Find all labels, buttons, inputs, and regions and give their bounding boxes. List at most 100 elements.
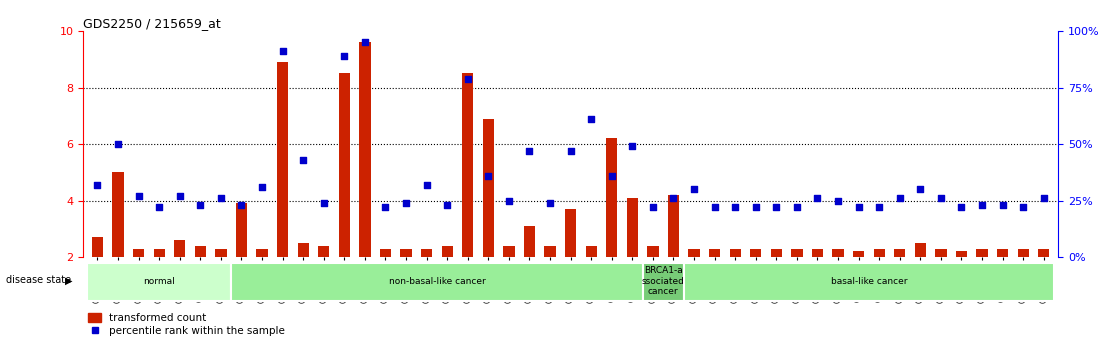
- Point: [212, 196, 229, 201]
- Point: [192, 202, 209, 208]
- Bar: [544, 246, 556, 257]
- Bar: [318, 246, 329, 257]
- Bar: [400, 248, 412, 257]
- Point: [891, 196, 909, 201]
- Bar: [585, 246, 597, 257]
- Point: [315, 200, 332, 206]
- Bar: [88, 263, 232, 302]
- Bar: [606, 138, 617, 257]
- Bar: [462, 73, 473, 257]
- Bar: [195, 246, 206, 257]
- Bar: [215, 248, 226, 257]
- Bar: [442, 246, 453, 257]
- Text: BRCA1-a
ssociated
cancer: BRCA1-a ssociated cancer: [642, 266, 685, 296]
- Point: [356, 40, 373, 45]
- Point: [809, 196, 827, 201]
- Text: basal-like cancer: basal-like cancer: [831, 277, 907, 286]
- Bar: [684, 263, 1054, 302]
- Point: [480, 173, 497, 178]
- Point: [644, 205, 661, 210]
- Point: [706, 205, 724, 210]
- Bar: [339, 73, 350, 257]
- Point: [912, 186, 930, 192]
- Point: [418, 182, 435, 187]
- Point: [994, 202, 1012, 208]
- Bar: [935, 248, 946, 257]
- Point: [89, 182, 106, 187]
- Text: disease state: disease state: [6, 275, 71, 285]
- Point: [932, 196, 950, 201]
- Bar: [688, 248, 699, 257]
- Point: [459, 76, 476, 81]
- Point: [603, 173, 620, 178]
- Bar: [154, 248, 165, 257]
- Bar: [832, 248, 843, 257]
- Point: [850, 205, 868, 210]
- Bar: [421, 248, 432, 257]
- Legend: transformed count, percentile rank within the sample: transformed count, percentile rank withi…: [89, 313, 285, 336]
- Bar: [668, 195, 679, 257]
- Bar: [174, 240, 185, 257]
- Point: [274, 49, 291, 54]
- Bar: [112, 172, 124, 257]
- Point: [953, 205, 971, 210]
- Point: [768, 205, 786, 210]
- Point: [747, 205, 765, 210]
- Bar: [853, 252, 864, 257]
- Bar: [359, 42, 370, 257]
- Point: [829, 198, 847, 203]
- Bar: [997, 248, 1008, 257]
- Point: [1035, 196, 1053, 201]
- Text: GDS2250 / 215659_at: GDS2250 / 215659_at: [83, 17, 220, 30]
- Point: [562, 148, 579, 154]
- Bar: [232, 263, 643, 302]
- Bar: [729, 248, 741, 257]
- Bar: [565, 209, 576, 257]
- Bar: [92, 237, 103, 257]
- Bar: [1038, 248, 1049, 257]
- Text: normal: normal: [143, 277, 175, 286]
- Point: [254, 184, 271, 190]
- Point: [377, 205, 394, 210]
- Point: [665, 196, 683, 201]
- Point: [583, 116, 601, 122]
- Bar: [380, 248, 391, 257]
- Bar: [627, 198, 638, 257]
- Point: [295, 157, 312, 162]
- Bar: [812, 248, 823, 257]
- Bar: [956, 252, 967, 257]
- Point: [521, 148, 538, 154]
- Bar: [771, 248, 782, 257]
- Point: [870, 205, 888, 210]
- Point: [336, 53, 353, 59]
- Bar: [298, 243, 309, 257]
- Bar: [647, 246, 658, 257]
- Point: [685, 186, 702, 192]
- Bar: [256, 248, 268, 257]
- Bar: [236, 203, 247, 257]
- Bar: [750, 248, 761, 257]
- Point: [1014, 205, 1032, 210]
- Point: [500, 198, 517, 203]
- Text: ▶: ▶: [64, 275, 72, 285]
- Bar: [483, 119, 494, 257]
- Text: non-basal-like cancer: non-basal-like cancer: [389, 277, 485, 286]
- Point: [110, 141, 127, 147]
- Bar: [709, 248, 720, 257]
- Bar: [976, 248, 987, 257]
- Bar: [643, 263, 684, 302]
- Point: [788, 205, 806, 210]
- Point: [624, 144, 642, 149]
- Bar: [873, 248, 885, 257]
- Bar: [133, 248, 144, 257]
- Bar: [894, 248, 905, 257]
- Point: [130, 193, 147, 199]
- Point: [439, 202, 456, 208]
- Point: [541, 200, 558, 206]
- Point: [973, 202, 991, 208]
- Point: [233, 202, 250, 208]
- Point: [727, 205, 745, 210]
- Bar: [915, 243, 926, 257]
- Bar: [524, 226, 535, 257]
- Point: [397, 200, 414, 206]
